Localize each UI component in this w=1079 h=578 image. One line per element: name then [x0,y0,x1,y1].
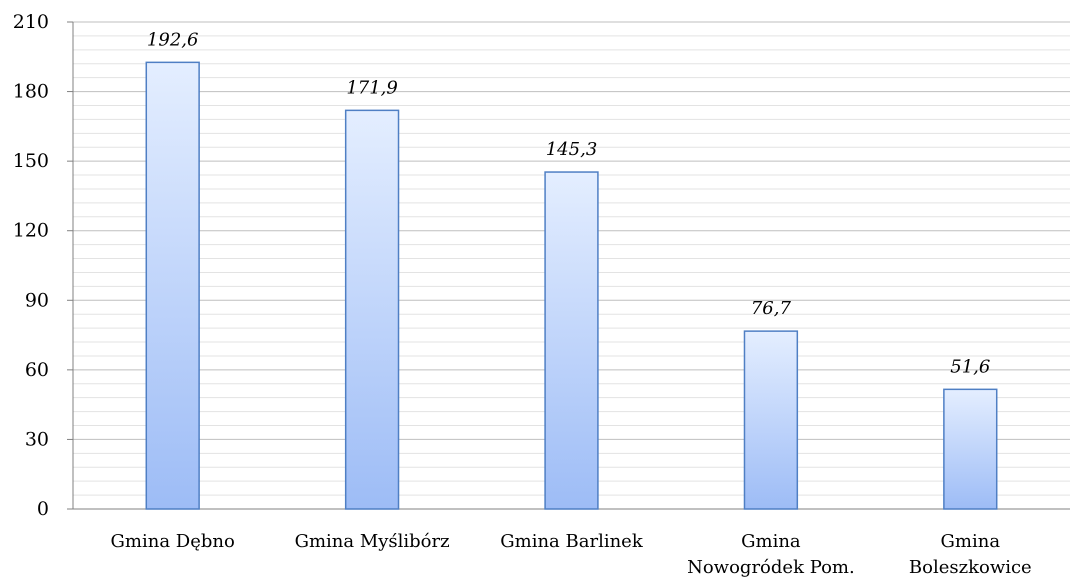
y-tick-label: 60 [25,359,49,381]
x-tick-label-line: Gmina Dębno [111,531,235,552]
bar [145,61,200,510]
bar [544,171,599,510]
x-tick-label-line: Boleszkowice [909,557,1032,578]
x-tick-label-line: Nowogródek Pom. [687,557,855,578]
x-tick-label-line: Gmina [741,531,801,552]
x-tick-label-line: Gmina Myślibórz [295,531,450,552]
x-tick-label: Gmina Nowogródek Pom. [687,531,855,578]
data-label: 192,6 [147,29,199,50]
bars [145,61,998,510]
x-tick-label-line: Gmina [941,531,1001,552]
labels: 0 30 60 90 120 150 180 210 192,6 Gmina Dębno 171,9… [13,11,1032,578]
y-tick-label: 90 [25,289,49,311]
y-tick-label: 180 [13,81,49,103]
x-tick-label: Gmina Boleszkowice [909,531,1032,578]
bar [344,109,400,510]
bar [943,388,998,510]
x-tick-label: Gmina Barlinek [500,531,644,552]
data-label: 76,7 [751,298,792,319]
data-label: 145,3 [546,139,598,160]
data-label: 51,6 [950,356,990,377]
data-label: 171,9 [346,77,398,98]
y-tick-label: 120 [13,220,49,242]
y-tick-label: 0 [37,498,49,520]
y-tick-label: 30 [25,428,49,450]
x-tick-label: Gmina Dębno [111,531,235,552]
y-tick-label: 150 [13,150,49,172]
bar [743,330,799,510]
y-tick-label: 210 [13,11,49,33]
x-tick-label-line: Gmina Barlinek [500,531,644,552]
x-tick-label: Gmina Myślibórz [295,531,450,552]
